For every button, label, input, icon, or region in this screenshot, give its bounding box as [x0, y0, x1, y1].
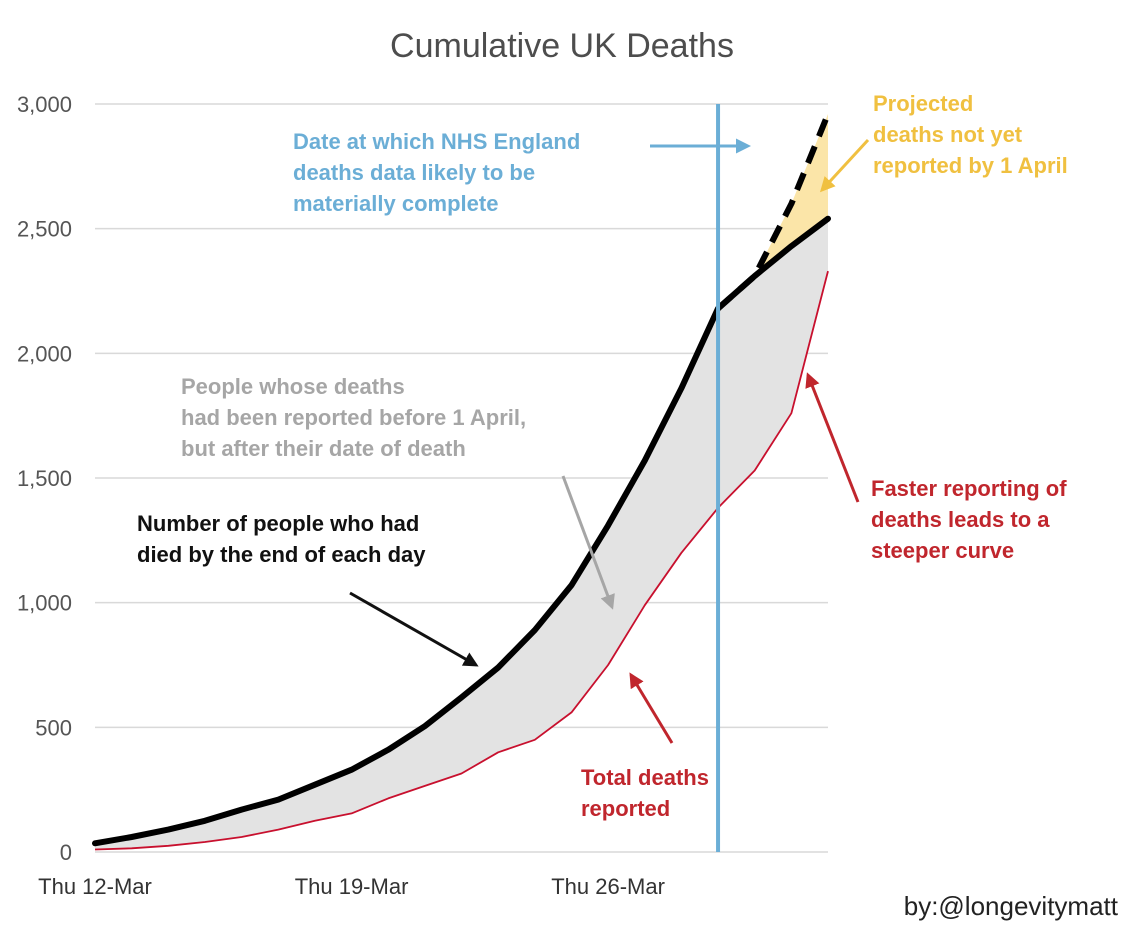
annotation-deaths-by-day-line: Number of people who had — [137, 511, 419, 536]
annotation-total-reported-line: Total deaths — [581, 765, 709, 790]
annotation-faster-reporting-line: steeper curve — [871, 538, 1014, 563]
annotation-projected-line: reported by 1 April — [873, 153, 1068, 178]
annotation-deaths-by-day: Number of people who had died by the end … — [137, 511, 426, 567]
y-tick-label: 1,000 — [17, 591, 72, 616]
annotation-nhs-complete: Date at which NHS England deaths data lik… — [293, 129, 580, 216]
series-lines — [92, 112, 831, 851]
series-line-total-reported — [94, 270, 829, 851]
credit-text: by:@longevitymatt — [904, 891, 1119, 921]
annotations: Date at which NHS England deaths data lik… — [137, 91, 1068, 821]
annotation-faster-reporting-line: Faster reporting of — [871, 476, 1067, 501]
y-tick-label: 500 — [35, 715, 72, 740]
grid — [95, 103, 828, 853]
annotation-reported-late-line: People whose deaths — [181, 374, 405, 399]
arrow-reported-late — [561, 475, 615, 610]
annotation-reported-late-line: had been reported before 1 April, — [181, 405, 526, 430]
annotation-projected: Projected deaths not yet reported by 1 Apr… — [873, 91, 1068, 178]
y-tick-label: 0 — [60, 840, 72, 865]
arrow-projected — [819, 138, 870, 193]
annotation-faster-reporting-line: deaths leads to a — [871, 507, 1050, 532]
areas — [95, 114, 828, 850]
chart-title: Cumulative UK Deaths — [390, 27, 734, 65]
annotation-deaths-by-day-line: died by the end of each day — [137, 542, 426, 567]
y-tick-label: 2,500 — [17, 217, 72, 242]
y-tick-label: 1,500 — [17, 466, 72, 491]
series-line-deaths-by-day — [92, 215, 831, 847]
arrow-faster-reporting — [805, 372, 860, 503]
x-tick-label: Thu 12-Mar — [38, 874, 152, 899]
annotation-reported-late-line: but after their date of death — [181, 436, 466, 461]
reporting-gap-area — [95, 218, 828, 850]
annotation-nhs-complete-line: materially complete — [293, 191, 498, 216]
annotation-faster-reporting: Faster reporting of deaths leads to a stee… — [871, 476, 1067, 563]
arrow-total-reported — [629, 672, 674, 744]
annotation-arrows — [349, 138, 870, 744]
y-tick-label: 2,000 — [17, 341, 72, 366]
annotation-projected-line: Projected — [873, 91, 973, 116]
x-tick-label: Thu 19-Mar — [295, 874, 409, 899]
annotation-total-reported-line: reported — [581, 796, 670, 821]
annotation-nhs-complete-line: Date at which NHS England — [293, 129, 580, 154]
y-tick-label: 3,000 — [17, 92, 72, 117]
annotation-reported-late: People whose deaths had been reported bef… — [181, 374, 526, 461]
x-tick-label: Thu 26-Mar — [551, 874, 665, 899]
annotation-nhs-complete-line: deaths data likely to be — [293, 160, 535, 185]
annotation-projected-line: deaths not yet — [873, 122, 1023, 147]
series-line-projected — [716, 112, 831, 311]
y-axis: 0 500 1,000 1,500 2,000 2,500 3,000 — [17, 92, 72, 865]
x-axis: Thu 12-Mar Thu 19-Mar Thu 26-Mar — [38, 874, 665, 899]
projection-area — [718, 114, 828, 309]
arrow-deaths-by-day — [349, 591, 479, 667]
annotation-total-reported: Total deaths reported — [581, 765, 709, 821]
